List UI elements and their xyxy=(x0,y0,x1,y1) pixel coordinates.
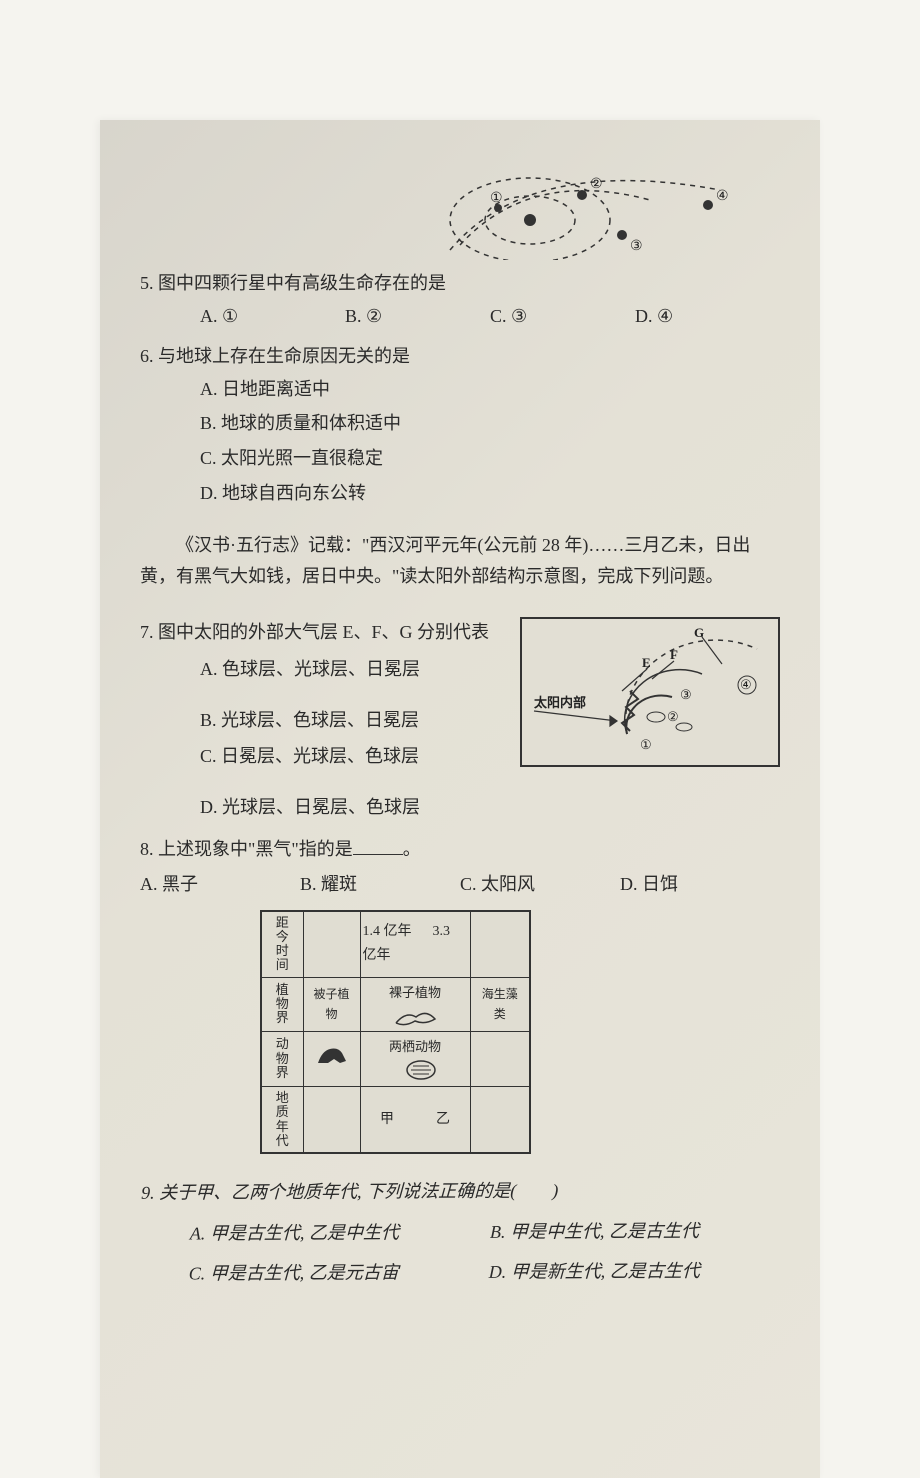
geological-era-table: 距今时间 1.4 亿年 3.3 亿年 植物界 被子植物 裸子植物 海生藻类 xyxy=(260,910,780,1155)
sun-structure-svg: 太阳内部 E F G ① ② ③ ④ xyxy=(522,619,782,769)
solar-system-figure: ① ② ③ ④ xyxy=(140,150,780,260)
q5-option-a[interactable]: A. ① xyxy=(200,301,345,332)
q7-option-a[interactable]: A. 色球层、光球层、日冕层 xyxy=(200,654,508,685)
cell-era-vals: 甲 乙 xyxy=(360,1086,470,1153)
q6-option-a[interactable]: A. 日地距离适中 xyxy=(200,374,500,405)
sun-label-g: G xyxy=(694,625,704,640)
exam-page: ① ② ③ ④ 5. 图中四颗行星中有高级生命存在的是 A. ① B. ② C.… xyxy=(100,120,820,1478)
q9-options: A. 甲是古生代, 乙是中生代 B. 甲是中生代, 乙是古生代 C. 甲是古生代… xyxy=(188,1215,790,1289)
table-row-plant: 植物界 被子植物 裸子植物 海生藻类 xyxy=(261,977,530,1031)
q8-option-b[interactable]: B. 耀斑 xyxy=(300,869,460,900)
sun-mark-2: ② xyxy=(667,709,679,724)
q9-option-b[interactable]: B. 甲是中生代, 乙是古生代 xyxy=(490,1215,791,1247)
q9-block: 9. 关于甲、乙两个地质年代, 下列说法正确的是( ) A. 甲是古生代, 乙是… xyxy=(138,1166,792,1299)
cell-plant-hdr: 植物界 xyxy=(261,977,303,1031)
planet-label-2: ② xyxy=(590,177,603,192)
cell-plant-1: 被子植物 xyxy=(303,977,360,1031)
cell-animal-hdr: 动物界 xyxy=(261,1031,303,1086)
table-row-animal: 动物界 两栖动物 xyxy=(261,1031,530,1086)
q5-option-b[interactable]: B. ② xyxy=(345,301,490,332)
q7-option-d[interactable]: D. 光球层、日冕层、色球层 xyxy=(200,792,508,823)
q9-option-a[interactable]: A. 甲是古生代, 乙是中生代 xyxy=(190,1217,491,1249)
cell-era-2: 乙 xyxy=(436,1112,450,1127)
sun-label-e: E xyxy=(642,655,651,670)
sun-label-f: F xyxy=(670,647,678,662)
planet-label-3: ③ xyxy=(630,239,643,254)
q6-option-d[interactable]: D. 地球自西向东公转 xyxy=(200,478,500,509)
sun-mark-4: ④ xyxy=(740,677,752,692)
q5-options: A. ① B. ② C. ③ D. ④ xyxy=(200,301,780,332)
q8-text-pre: 8. 上述现象中"黑气"指的是 xyxy=(140,839,353,859)
planet-label-1: ① xyxy=(490,191,503,206)
cell-era-hdr: 地质年代 xyxy=(261,1086,303,1153)
cell-plant-2: 裸子植物 xyxy=(360,977,470,1031)
q7-text: 7. 图中太阳的外部大气层 E、F、G 分别代表 xyxy=(140,617,508,648)
q5-option-d[interactable]: D. ④ xyxy=(635,301,780,332)
sun-mark-3: ③ xyxy=(680,687,692,702)
cell-era-end xyxy=(470,1086,530,1153)
q8-option-c[interactable]: C. 太阳风 xyxy=(460,869,620,900)
cell-time-end xyxy=(470,911,530,978)
cell-time-1: 1.4 亿年 xyxy=(363,924,412,939)
cell-era-blank xyxy=(303,1086,360,1153)
sun-mark-1: ① xyxy=(640,737,652,752)
table-row-era: 地质年代 甲 乙 xyxy=(261,1086,530,1153)
q5-text: 5. 图中四颗行星中有高级生命存在的是 xyxy=(140,268,780,299)
trilobite-icon xyxy=(393,1058,437,1082)
q7-option-c[interactable]: C. 日冕层、光球层、色球层 xyxy=(200,741,508,772)
q6-option-c[interactable]: C. 太阳光照一直很稳定 xyxy=(200,443,500,474)
dinosaur-icon xyxy=(312,1041,352,1067)
fern-icon xyxy=(391,1005,439,1027)
solar-system-svg: ① ② ③ ④ xyxy=(420,150,820,260)
q8-text: 8. 上述现象中"黑气"指的是 。 xyxy=(140,834,780,865)
q9-option-c[interactable]: C. 甲是古生代, 乙是元古宙 xyxy=(188,1257,489,1289)
q8-option-a[interactable]: A. 黑子 xyxy=(140,869,300,900)
cell-plant-3: 海生藻类 xyxy=(470,977,530,1031)
passage-text: 《汉书·五行志》记载："西汉河平元年(公元前 28 年)……三月乙未，日出黄，有… xyxy=(140,530,780,591)
q8-options: A. 黑子 B. 耀斑 C. 太阳风 D. 日饵 xyxy=(140,869,780,900)
q9-text: 9. 关于甲、乙两个地质年代, 下列说法正确的是( ) xyxy=(141,1174,792,1208)
cell-animal-2-text: 两栖动物 xyxy=(389,1039,441,1054)
cell-animal-1 xyxy=(303,1031,360,1086)
cell-animal-3 xyxy=(470,1031,530,1086)
planet-label-4: ④ xyxy=(716,189,729,204)
cell-plant-2-text: 裸子植物 xyxy=(389,985,441,1000)
cell-era-1: 甲 xyxy=(380,1112,394,1127)
q6-options: A. 日地距离适中 B. 地球的质量和体积适中 C. 太阳光照一直很稳定 D. … xyxy=(200,374,780,512)
q6-text: 6. 与地球上存在生命原因无关的是 xyxy=(140,341,780,372)
sun-structure-figure: 太阳内部 E F G ① ② ③ ④ xyxy=(520,617,780,767)
q8-text-post: 。 xyxy=(403,839,421,859)
cell-animal-2: 两栖动物 xyxy=(360,1031,470,1086)
q7-option-b[interactable]: B. 光球层、色球层、日冕层 xyxy=(200,705,508,736)
cell-time-blank xyxy=(303,911,360,978)
q8-option-d[interactable]: D. 日饵 xyxy=(620,869,780,900)
sun-label-inner: 太阳内部 xyxy=(533,695,586,710)
q9-option-d[interactable]: D. 甲是新生代, 乙是古生代 xyxy=(488,1256,789,1288)
q5-option-c[interactable]: C. ③ xyxy=(490,301,635,332)
table-row-time: 距今时间 1.4 亿年 3.3 亿年 xyxy=(261,911,530,978)
cell-time-hdr: 距今时间 xyxy=(261,911,303,978)
q8-blank[interactable] xyxy=(353,837,403,855)
q6-option-b[interactable]: B. 地球的质量和体积适中 xyxy=(200,408,500,439)
